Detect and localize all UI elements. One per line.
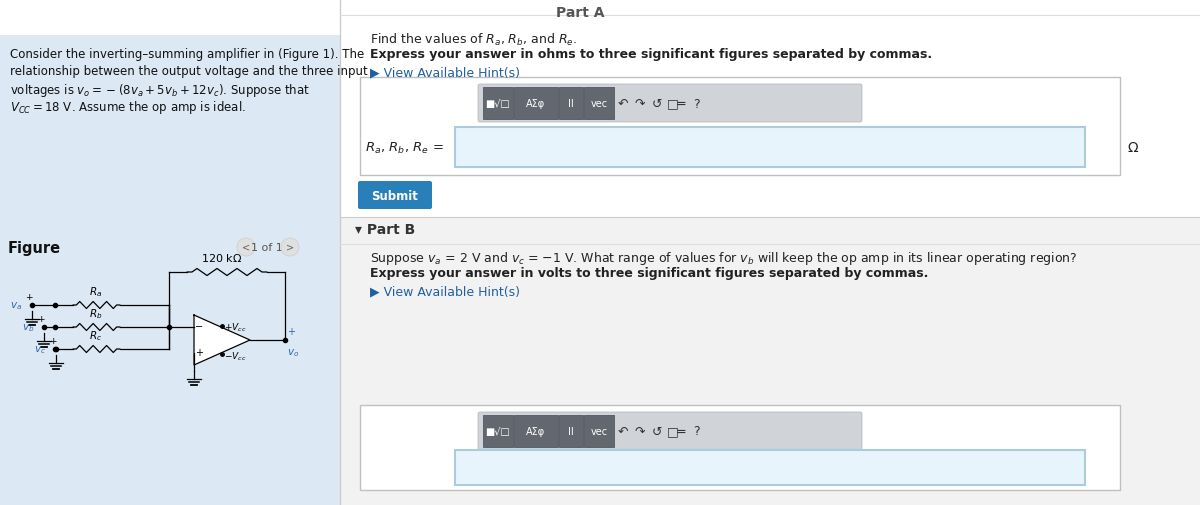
FancyBboxPatch shape <box>358 182 432 210</box>
FancyBboxPatch shape <box>455 450 1085 485</box>
Text: ▾ Part B: ▾ Part B <box>355 223 415 236</box>
FancyBboxPatch shape <box>360 405 1120 490</box>
FancyBboxPatch shape <box>478 412 862 450</box>
Text: ↷: ↷ <box>635 425 646 438</box>
Text: 1 of 1: 1 of 1 <box>251 242 283 252</box>
Text: +: + <box>194 347 203 358</box>
Text: Express your answer in volts to three significant figures separated by commas.: Express your answer in volts to three si… <box>370 267 929 279</box>
Text: ▶ View Available Hint(s): ▶ View Available Hint(s) <box>370 66 520 79</box>
Text: +: + <box>37 315 44 323</box>
FancyBboxPatch shape <box>340 218 1200 505</box>
Text: $V_{CC} = 18$ V. Assume the op amp is ideal.: $V_{CC} = 18$ V. Assume the op amp is id… <box>10 99 246 116</box>
Text: <: < <box>242 242 250 252</box>
Text: $v_o$: $v_o$ <box>287 346 299 358</box>
FancyBboxPatch shape <box>455 128 1085 168</box>
Text: relationship between the output voltage and the three input: relationship between the output voltage … <box>10 65 367 78</box>
Text: Consider the inverting–summing amplifier in (Figure 1). The: Consider the inverting–summing amplifier… <box>10 48 365 61</box>
Text: $v_c$: $v_c$ <box>34 343 46 355</box>
Text: Express your answer in ohms to three significant figures separated by commas.: Express your answer in ohms to three sig… <box>370 48 932 61</box>
FancyBboxPatch shape <box>559 415 583 447</box>
Text: ↷: ↷ <box>635 97 646 110</box>
Text: +: + <box>49 336 56 345</box>
FancyBboxPatch shape <box>478 85 862 123</box>
Text: ↶: ↶ <box>618 97 629 110</box>
Text: Part A: Part A <box>556 6 605 20</box>
Text: +: + <box>25 292 32 301</box>
FancyBboxPatch shape <box>0 0 340 505</box>
Text: $R_c$: $R_c$ <box>90 329 102 342</box>
Text: >: > <box>286 242 294 252</box>
Text: II: II <box>568 426 574 436</box>
FancyBboxPatch shape <box>514 88 558 120</box>
Text: Find the values of $R_a$, $R_b$, and $R_e$.: Find the values of $R_a$, $R_b$, and $R_… <box>370 32 577 48</box>
Text: Suppose $v_a$ = 2 V and $v_c$ = −1 V. What range of values for $v_b$ will keep t: Suppose $v_a$ = 2 V and $v_c$ = −1 V. Wh… <box>370 249 1078 267</box>
Text: ■√□: ■√□ <box>486 99 510 109</box>
Text: 120 k$\Omega$: 120 k$\Omega$ <box>202 251 242 264</box>
Text: II: II <box>568 99 574 109</box>
Text: ↺: ↺ <box>652 425 662 438</box>
Text: ■√□: ■√□ <box>486 426 510 436</box>
Text: voltages is $v_o = -(8v_a + 5v_b + 12v_c)$. Suppose that: voltages is $v_o = -(8v_a + 5v_b + 12v_c… <box>10 82 310 99</box>
FancyBboxPatch shape <box>482 415 514 447</box>
Text: vec: vec <box>590 99 607 109</box>
Text: Figure: Figure <box>8 240 61 255</box>
Text: □═: □═ <box>667 425 686 438</box>
FancyBboxPatch shape <box>559 88 583 120</box>
Text: □═: □═ <box>667 97 686 110</box>
Text: $R_a$, $R_b$, $R_e$ =: $R_a$, $R_b$, $R_e$ = <box>365 140 444 155</box>
FancyBboxPatch shape <box>482 88 514 120</box>
FancyBboxPatch shape <box>340 0 1200 505</box>
Text: ↺: ↺ <box>652 97 662 110</box>
Text: $v_b$: $v_b$ <box>22 322 34 333</box>
FancyBboxPatch shape <box>360 78 1120 176</box>
Text: ▶ View Available Hint(s): ▶ View Available Hint(s) <box>370 284 520 297</box>
Text: Ω: Ω <box>1128 141 1139 155</box>
FancyBboxPatch shape <box>584 88 614 120</box>
Text: ?: ? <box>692 425 700 438</box>
Text: $R_b$: $R_b$ <box>89 307 103 320</box>
Polygon shape <box>194 316 250 365</box>
Text: AΣφ: AΣφ <box>527 426 546 436</box>
Text: AΣφ: AΣφ <box>527 99 546 109</box>
Text: −$V_{cc}$: −$V_{cc}$ <box>224 350 246 363</box>
FancyBboxPatch shape <box>0 0 340 36</box>
Text: $R_a$: $R_a$ <box>90 285 102 298</box>
FancyBboxPatch shape <box>514 415 558 447</box>
Text: $v_a$: $v_a$ <box>10 299 22 311</box>
Text: $+$: $+$ <box>287 325 296 336</box>
Text: −: − <box>194 321 203 331</box>
Text: ?: ? <box>692 97 700 110</box>
Text: ↶: ↶ <box>618 425 629 438</box>
FancyBboxPatch shape <box>584 415 614 447</box>
Text: Submit: Submit <box>372 189 419 202</box>
Text: +$V_{cc}$: +$V_{cc}$ <box>224 321 246 334</box>
Text: vec: vec <box>590 426 607 436</box>
Circle shape <box>238 238 256 257</box>
Circle shape <box>281 238 299 257</box>
